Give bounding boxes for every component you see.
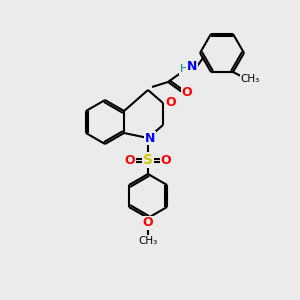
- Text: S: S: [143, 153, 153, 167]
- Text: H: H: [180, 64, 188, 74]
- Text: O: O: [125, 154, 135, 166]
- Text: CH₃: CH₃: [138, 236, 158, 246]
- Text: N: N: [145, 131, 155, 145]
- Text: O: O: [182, 85, 192, 98]
- Text: O: O: [143, 217, 153, 230]
- Text: CH₃: CH₃: [240, 74, 260, 84]
- Text: N: N: [187, 61, 197, 74]
- Text: O: O: [166, 97, 176, 110]
- Text: O: O: [161, 154, 171, 166]
